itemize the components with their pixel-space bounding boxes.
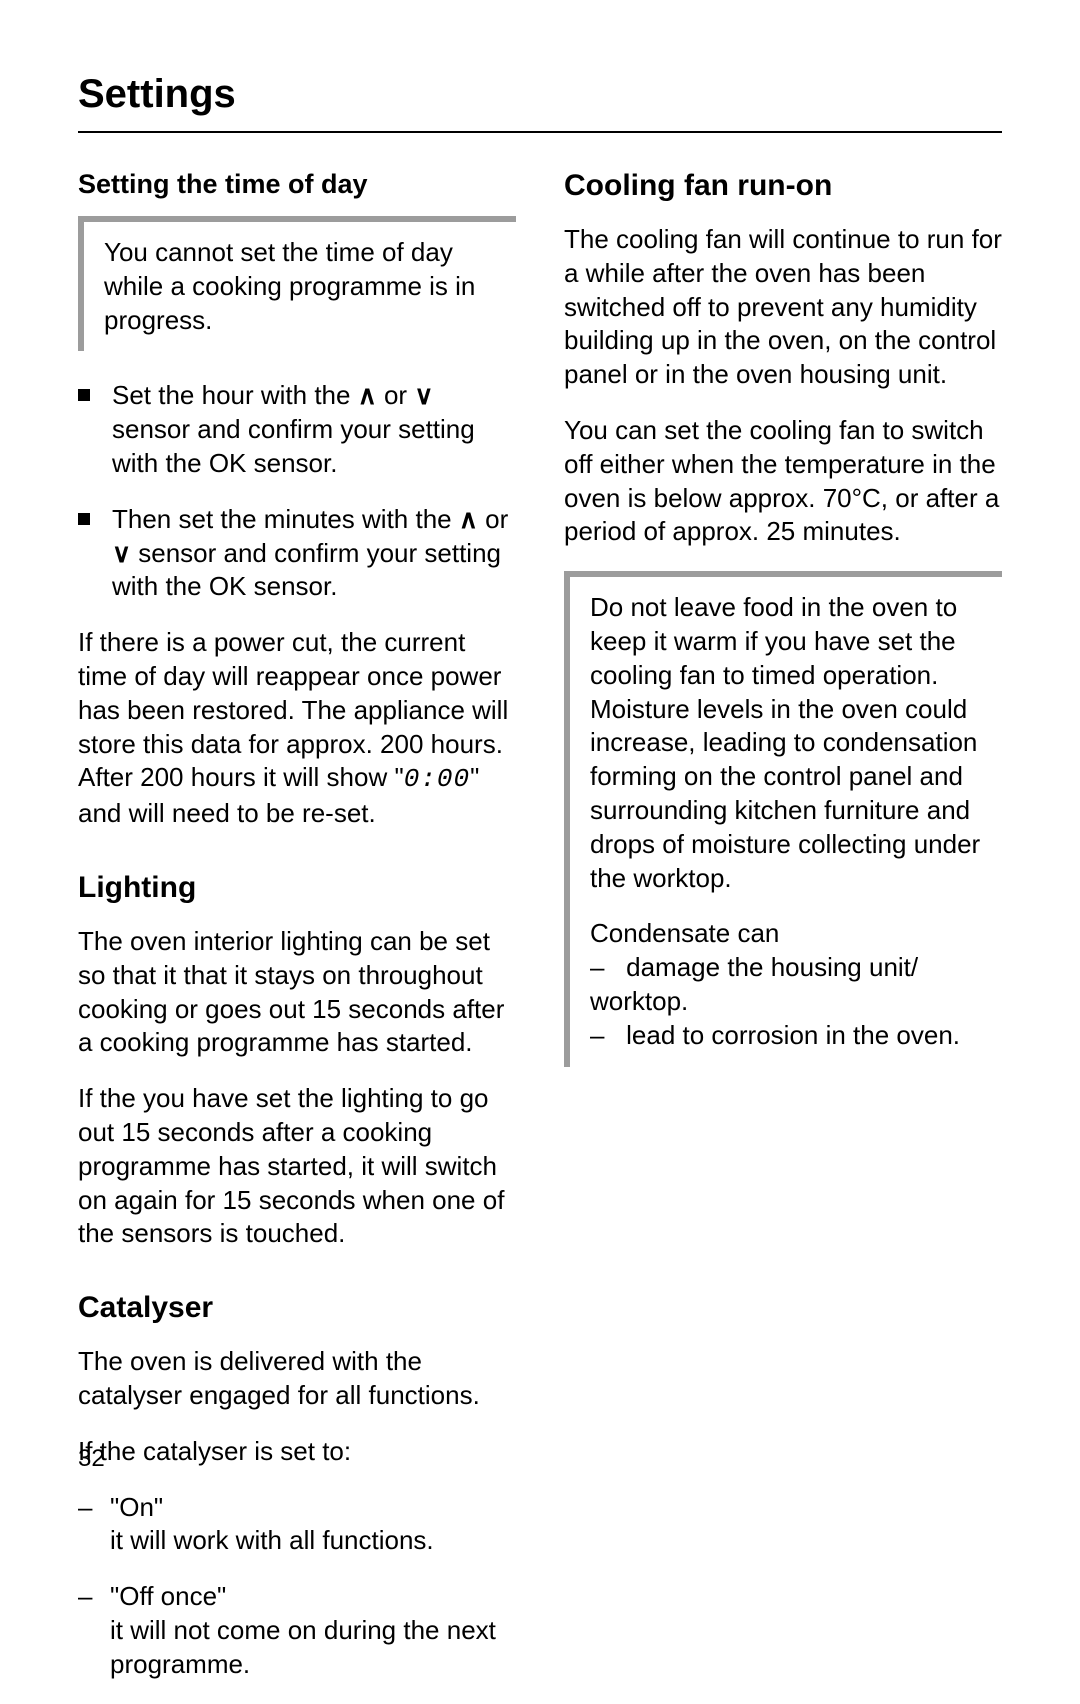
time-step-1: Set the hour with the ∧ or ∨ sensor and … [78, 379, 516, 480]
heading-time-of-day: Setting the time of day [78, 169, 516, 200]
right-column: Cooling fan run-on The cooling fan will … [564, 169, 1002, 1704]
option-desc: it will work with all functions. [110, 1524, 516, 1558]
cooling-note-item-2: – lead to corrosion in the oven. [590, 1019, 986, 1053]
clock-display-text: 0:00 [404, 764, 470, 794]
cooling-p1: The cooling fan will continue to run for… [564, 223, 1002, 392]
dash-icon: – [78, 1580, 110, 1681]
dash-icon: – [590, 1020, 604, 1050]
heading-lighting: Lighting [78, 871, 516, 905]
text: or [478, 504, 508, 534]
note-cooling-fan: Do not leave food in the oven to keep it… [564, 571, 1002, 1066]
text: lead to corrosion in the oven. [626, 1020, 960, 1050]
page-title: Settings [78, 72, 1002, 133]
time-step-2: Then set the minutes with the ∧ or ∨ sen… [78, 503, 516, 604]
powercut-paragraph: If there is a power cut, the current tim… [78, 626, 516, 831]
heading-cooling-fan: Cooling fan run-on [564, 169, 1002, 203]
option-label: "Off once" [110, 1580, 516, 1614]
page-number: 32 [78, 1445, 105, 1473]
catalyser-p2: If the catalyser is set to: [78, 1435, 516, 1469]
text: sensor and confirm your setting with the… [112, 538, 501, 602]
text: or [377, 380, 415, 410]
cooling-note-lead: Condensate can [590, 917, 986, 951]
heading-catalyser: Catalyser [78, 1291, 516, 1325]
text: sensor and confirm your setting with the… [112, 414, 475, 478]
lighting-p2: If the you have set the lighting to go o… [78, 1082, 516, 1251]
option-label: "On" [110, 1491, 516, 1525]
catalyser-options-list: – "On" it will work with all functions. … [78, 1491, 516, 1682]
catalyser-option-off-once: – "Off once" it will not come on during … [78, 1580, 516, 1681]
page: Settings Setting the time of day You can… [0, 0, 1080, 1529]
chevron-up-icon: ∧ [358, 380, 377, 410]
chevron-down-icon: ∨ [112, 538, 131, 568]
dash-icon: – [78, 1491, 110, 1559]
text: damage the housing unit/ worktop. [590, 952, 918, 1016]
catalyser-option-on: – "On" it will work with all functions. [78, 1491, 516, 1559]
note-time-of-day: You cannot set the time of day while a c… [78, 216, 516, 351]
dash-icon: – [590, 952, 604, 982]
cooling-note-p1: Do not leave food in the oven to keep it… [590, 591, 986, 895]
left-column: Setting the time of day You cannot set t… [78, 169, 516, 1704]
lighting-p1: The oven interior lighting can be set so… [78, 925, 516, 1060]
option-desc: it will not come on during the next prog… [110, 1614, 516, 1682]
cooling-p2: You can set the cooling fan to switch of… [564, 414, 1002, 549]
text: Set the hour with the [112, 380, 358, 410]
content-columns: Setting the time of day You cannot set t… [78, 169, 1002, 1704]
catalyser-p1: The oven is delivered with the catalyser… [78, 1345, 516, 1413]
text: Then set the minutes with the [112, 504, 459, 534]
chevron-up-icon: ∧ [459, 504, 478, 534]
cooling-note-item-1: – damage the housing unit/ worktop. [590, 951, 986, 1019]
chevron-down-icon: ∨ [414, 380, 433, 410]
time-steps-list: Set the hour with the ∧ or ∨ sensor and … [78, 379, 516, 604]
